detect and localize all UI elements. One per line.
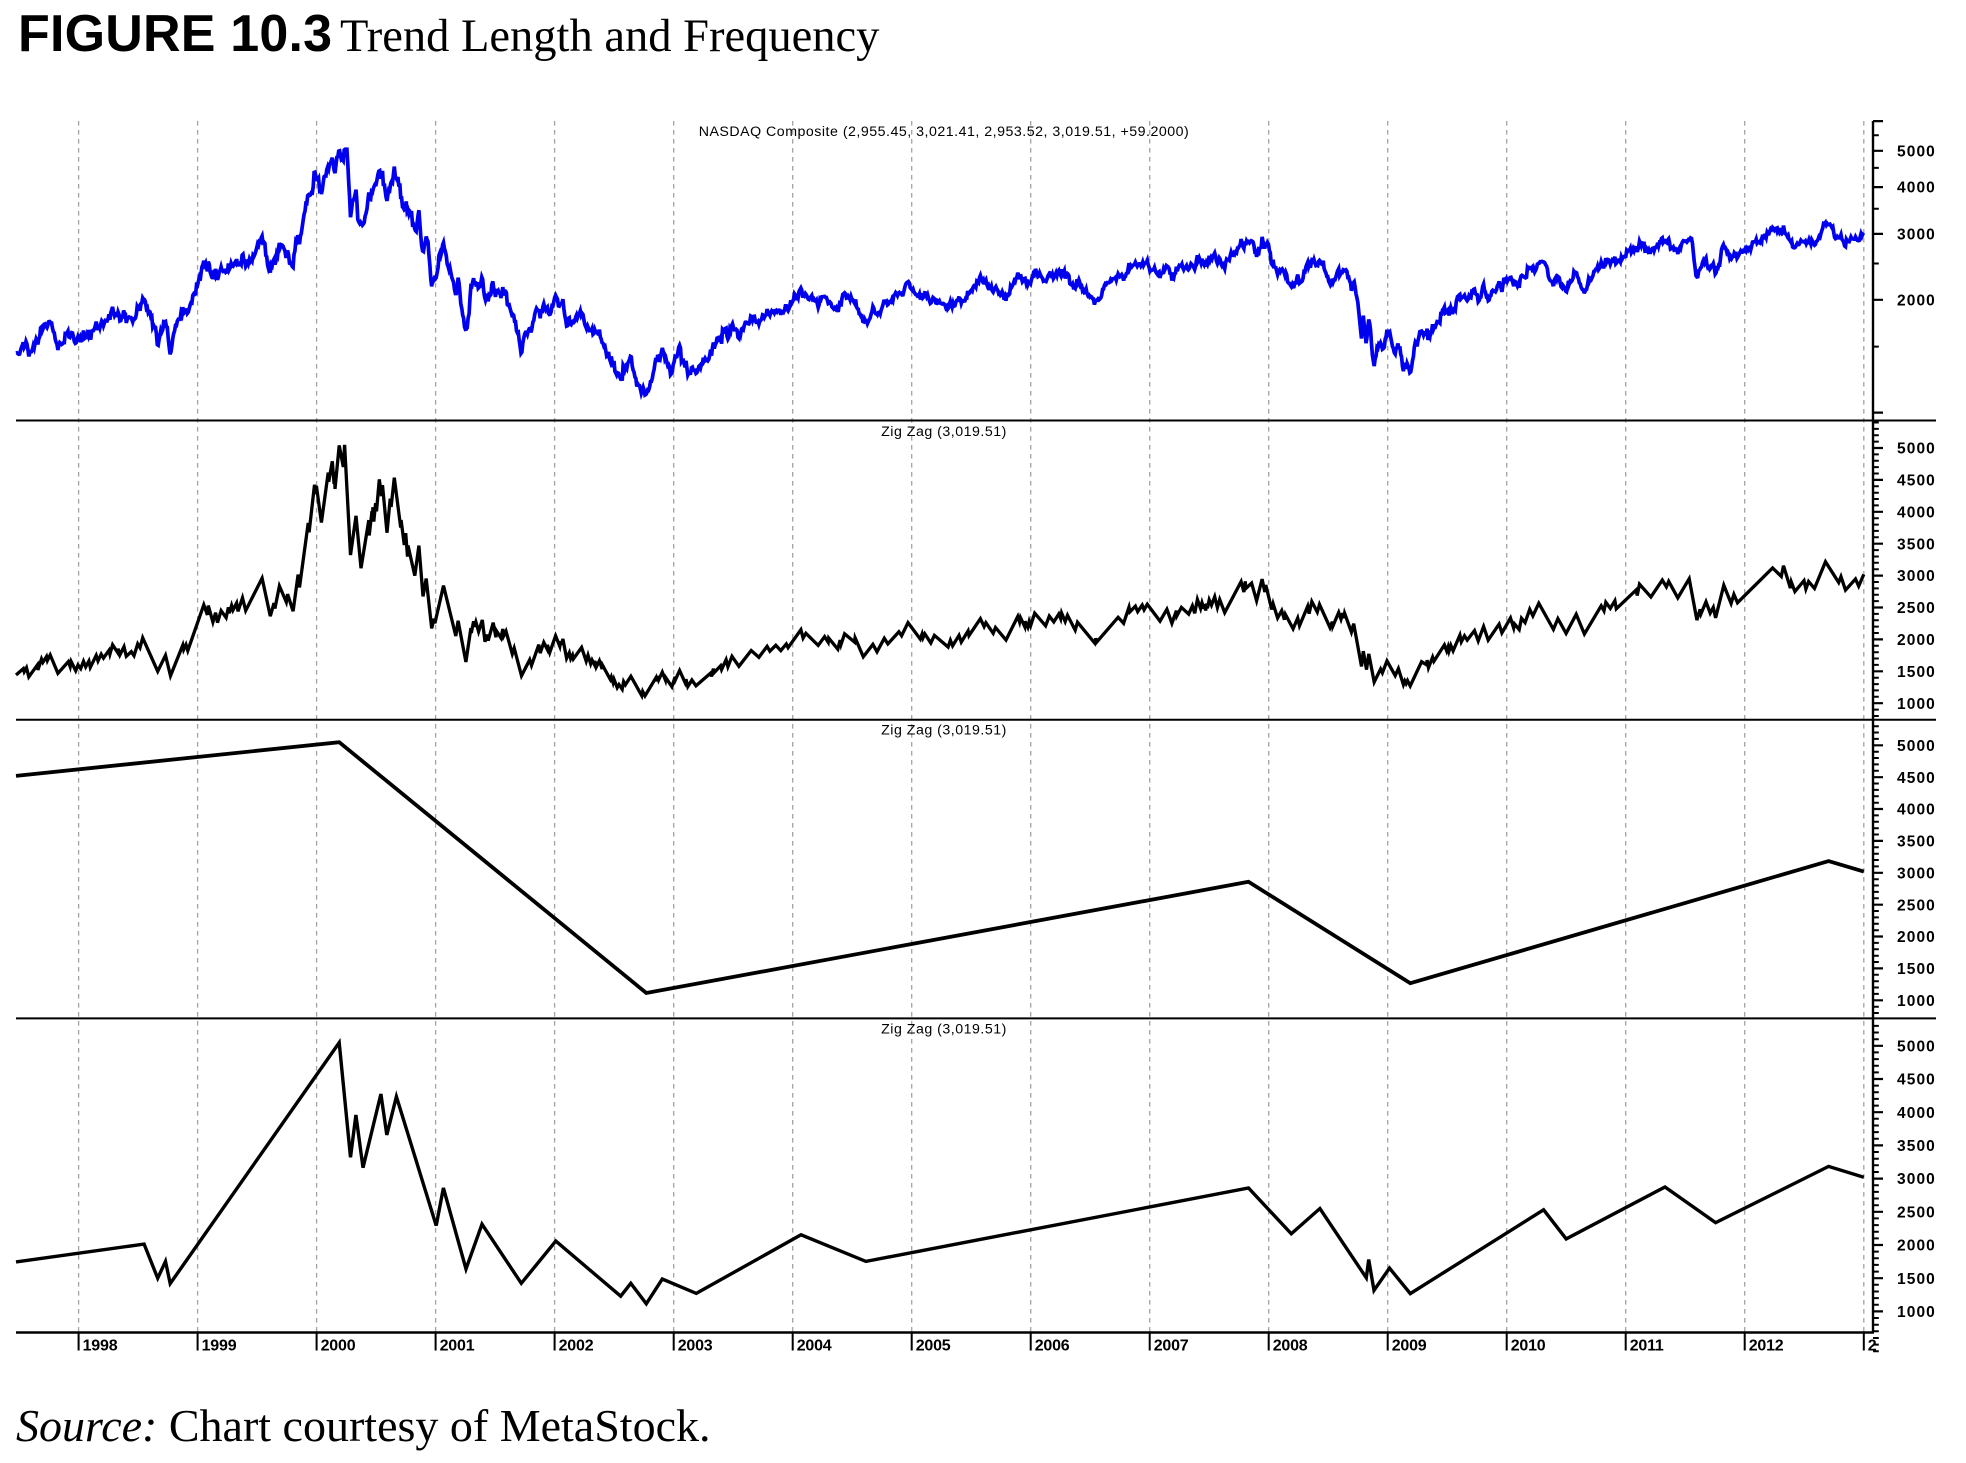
svg-text:2004: 2004 bbox=[797, 1338, 832, 1355]
svg-text:1000: 1000 bbox=[1897, 1304, 1936, 1321]
svg-text:2000: 2000 bbox=[321, 1338, 356, 1355]
svg-text:5000: 5000 bbox=[1897, 738, 1936, 755]
svg-text:2012: 2012 bbox=[1749, 1338, 1784, 1355]
svg-text:5000: 5000 bbox=[1897, 1038, 1936, 1055]
svg-text:2000: 2000 bbox=[1897, 292, 1936, 309]
svg-text:1000: 1000 bbox=[1897, 993, 1936, 1010]
svg-text:2000: 2000 bbox=[1897, 1238, 1936, 1255]
svg-text:3000: 3000 bbox=[1897, 865, 1936, 882]
svg-text:2008: 2008 bbox=[1273, 1338, 1308, 1355]
svg-text:3000: 3000 bbox=[1897, 227, 1936, 244]
svg-text:4000: 4000 bbox=[1897, 802, 1936, 819]
svg-text:1500: 1500 bbox=[1897, 1271, 1936, 1288]
svg-text:2003: 2003 bbox=[678, 1338, 713, 1355]
svg-text:1500: 1500 bbox=[1897, 961, 1936, 978]
svg-text:2011: 2011 bbox=[1630, 1338, 1664, 1355]
svg-text:FIGURE 10.3: FIGURE 10.3 bbox=[18, 5, 332, 63]
svg-text:2005: 2005 bbox=[916, 1338, 951, 1355]
svg-text:Source: Chart courtesy of Meta: Source: Chart courtesy of MetaStock. bbox=[16, 1400, 711, 1451]
svg-text:1999: 1999 bbox=[202, 1338, 237, 1355]
svg-text:1998: 1998 bbox=[83, 1338, 118, 1355]
svg-text:3000: 3000 bbox=[1897, 568, 1936, 585]
svg-text:NASDAQ Composite (2,955.45, 3,: NASDAQ Composite (2,955.45, 3,021.41, 2,… bbox=[699, 124, 1190, 140]
svg-text:3500: 3500 bbox=[1897, 536, 1936, 553]
svg-text:2007: 2007 bbox=[1154, 1338, 1189, 1355]
svg-text:4000: 4000 bbox=[1897, 1105, 1936, 1122]
svg-text:2000: 2000 bbox=[1897, 929, 1936, 946]
svg-text:2000: 2000 bbox=[1897, 632, 1936, 649]
svg-text:4500: 4500 bbox=[1897, 473, 1936, 490]
svg-text:2010: 2010 bbox=[1511, 1338, 1546, 1355]
svg-text:2009: 2009 bbox=[1392, 1338, 1427, 1355]
svg-text:Zig Zag (3,019.51): Zig Zag (3,019.51) bbox=[881, 424, 1007, 440]
svg-text:5000: 5000 bbox=[1897, 441, 1936, 458]
svg-text:1000: 1000 bbox=[1897, 696, 1936, 713]
svg-text:4500: 4500 bbox=[1897, 770, 1936, 787]
svg-text:4000: 4000 bbox=[1897, 180, 1936, 197]
svg-text:5000: 5000 bbox=[1897, 143, 1936, 160]
svg-text:2: 2 bbox=[1868, 1338, 1877, 1355]
svg-text:Trend Length and Frequency: Trend Length and Frequency bbox=[340, 11, 880, 62]
svg-text:2006: 2006 bbox=[1035, 1338, 1070, 1355]
svg-text:3500: 3500 bbox=[1897, 834, 1936, 851]
svg-text:3500: 3500 bbox=[1897, 1138, 1936, 1155]
svg-text:2001: 2001 bbox=[440, 1338, 475, 1355]
svg-text:2500: 2500 bbox=[1897, 897, 1936, 914]
svg-text:2002: 2002 bbox=[559, 1338, 594, 1355]
svg-text:4000: 4000 bbox=[1897, 504, 1936, 521]
svg-text:Zig Zag (3,019.51): Zig Zag (3,019.51) bbox=[881, 723, 1007, 739]
svg-text:Zig Zag (3,019.51): Zig Zag (3,019.51) bbox=[881, 1022, 1007, 1038]
svg-text:4500: 4500 bbox=[1897, 1072, 1936, 1089]
svg-text:1500: 1500 bbox=[1897, 664, 1936, 681]
svg-text:2500: 2500 bbox=[1897, 1204, 1936, 1221]
svg-text:3000: 3000 bbox=[1897, 1171, 1936, 1188]
svg-text:2500: 2500 bbox=[1897, 600, 1936, 617]
